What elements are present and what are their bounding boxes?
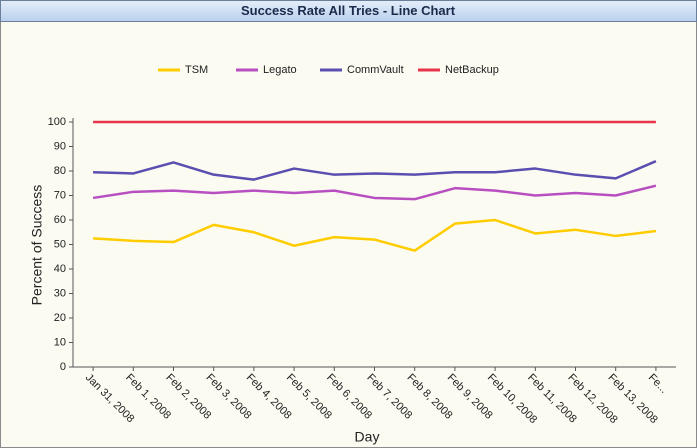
y-tick-label: 70	[54, 189, 66, 201]
y-tick-label: 20	[54, 312, 66, 324]
y-tick-label: 40	[54, 263, 66, 275]
series-line	[93, 218, 657, 252]
series-line	[93, 160, 657, 181]
legend-label: NetBackup	[445, 64, 499, 76]
series-line	[92, 184, 657, 201]
y-tick-label: 80	[54, 165, 66, 177]
y-tick-label: 60	[54, 214, 66, 226]
y-tick-label: 10	[54, 336, 66, 348]
y-tick-label: 50	[54, 238, 66, 250]
y-tick-label: 100	[48, 116, 66, 128]
x-axis-title: Day	[355, 429, 380, 445]
legend-label: TSM	[185, 64, 208, 76]
y-tick-label: 0	[60, 361, 66, 373]
chart-title: Success Rate All Tries - Line Chart	[241, 3, 456, 18]
y-tick-label: 30	[54, 287, 66, 299]
y-axis-title: Percent of Success	[29, 185, 45, 306]
legend-label: CommVault	[347, 64, 404, 76]
legend-label: Legato	[263, 64, 297, 76]
y-tick-label: 90	[54, 140, 66, 152]
